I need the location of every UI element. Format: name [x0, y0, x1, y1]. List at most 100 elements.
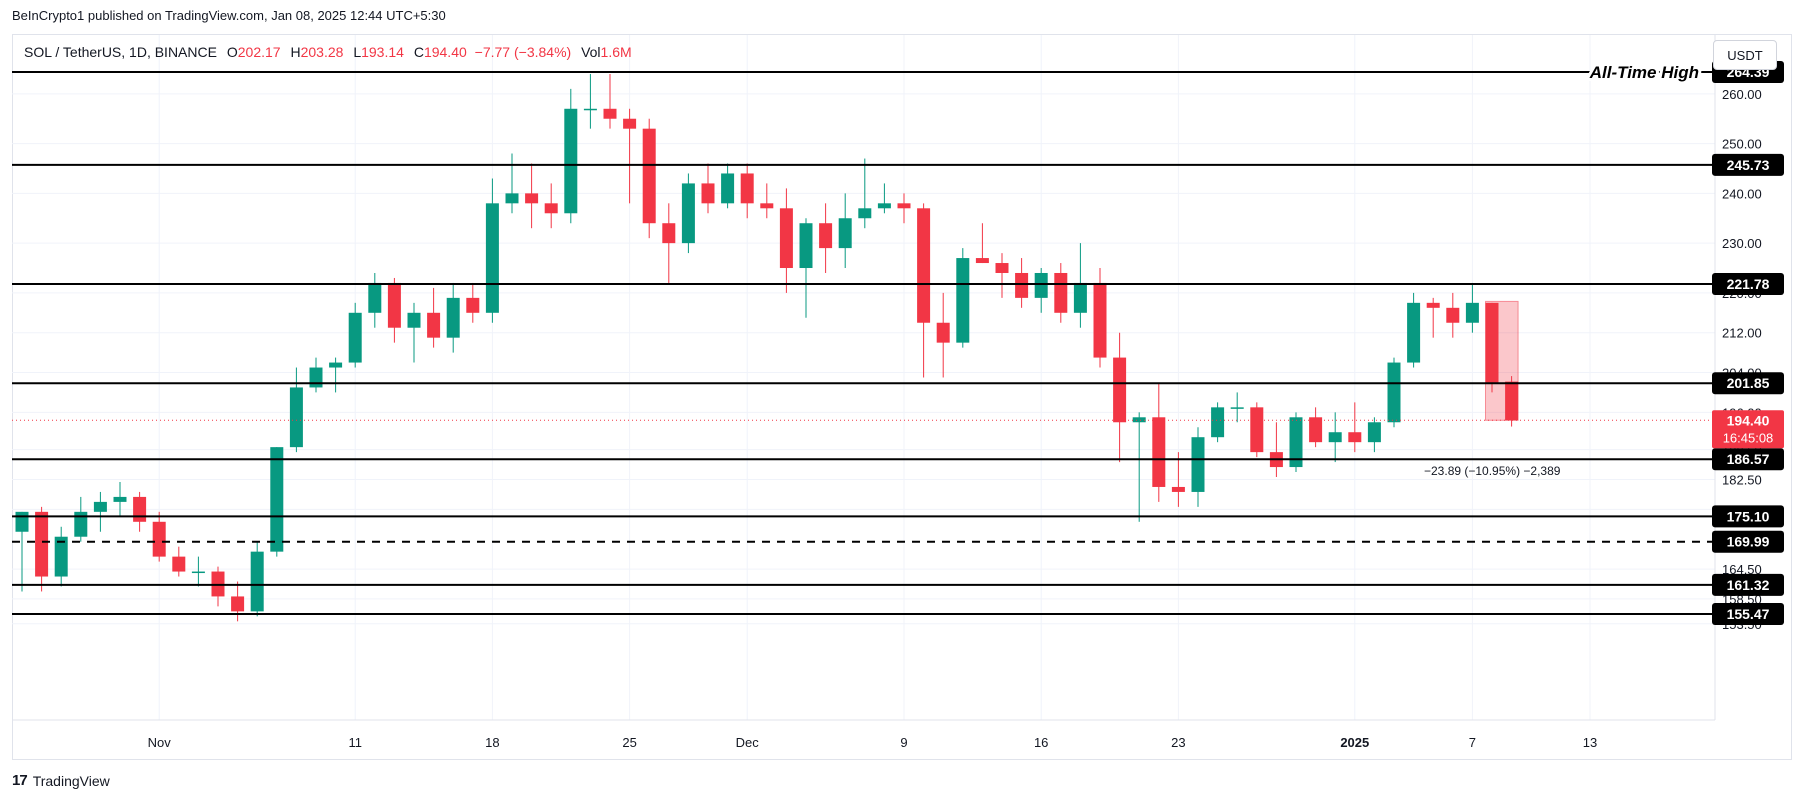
candle	[466, 282, 480, 323]
candle	[93, 491, 107, 532]
level-tag-text: 245.73	[1727, 157, 1770, 173]
candle-body	[1367, 422, 1381, 443]
candle	[819, 203, 833, 273]
candle	[1230, 392, 1244, 423]
candle	[113, 481, 127, 517]
candle	[1171, 452, 1185, 507]
x-tick-label: Dec	[736, 735, 760, 750]
high-key: H	[290, 44, 301, 60]
ohlc-legend: SOL / TetherUS, 1D, BINANCE O202.17 H203…	[24, 44, 632, 60]
candle	[74, 496, 88, 542]
candle-body	[485, 203, 499, 313]
measure-box	[1485, 300, 1519, 421]
candle	[936, 292, 950, 378]
candle	[1015, 258, 1029, 308]
candle	[54, 526, 68, 587]
candle-body	[466, 297, 480, 313]
volume-value: 1.6M	[600, 44, 632, 60]
candle	[231, 581, 245, 622]
level-tag-text: 175.10	[1727, 508, 1770, 524]
candle-body	[1230, 407, 1244, 409]
high-value: 203.28	[300, 44, 344, 60]
candle-body	[1073, 282, 1087, 313]
candle-body	[1015, 272, 1029, 298]
currency-button[interactable]: USDT	[1713, 40, 1777, 70]
candle	[427, 287, 441, 348]
candle	[1505, 376, 1519, 427]
x-tick-label: Nov	[148, 735, 172, 750]
candle	[289, 367, 303, 453]
candle-body	[250, 551, 264, 612]
candle-body	[54, 536, 68, 577]
candle-body	[1054, 272, 1068, 313]
candle	[877, 183, 891, 214]
candle	[1289, 412, 1303, 473]
footer-brand[interactable]: 17 TradingView	[12, 772, 110, 789]
x-tick-label: 16	[1034, 735, 1048, 750]
candle-body	[681, 183, 695, 244]
candle-body	[1289, 417, 1303, 468]
candle-body	[152, 521, 166, 557]
level-price-tag: 175.10	[1712, 505, 1784, 528]
candle-body	[191, 571, 205, 574]
candle	[740, 163, 754, 219]
candle	[329, 357, 343, 393]
candle-body	[368, 282, 382, 313]
level-price-tag: 186.57	[1712, 448, 1784, 471]
x-tick-label: 13	[1583, 735, 1597, 750]
current-price-text: 194.40	[1727, 412, 1770, 428]
candle	[897, 193, 911, 224]
level-tag-text: 221.78	[1727, 276, 1770, 292]
candle	[152, 511, 166, 562]
candle	[1407, 292, 1421, 368]
candle-body	[623, 118, 637, 129]
candle	[35, 506, 49, 592]
level-tag-bg	[1712, 573, 1784, 596]
candle	[505, 153, 519, 214]
candle	[779, 188, 793, 293]
brand-name: TradingView	[32, 772, 110, 789]
candle	[1250, 402, 1264, 458]
candle-body	[348, 312, 362, 363]
candle	[1191, 427, 1205, 507]
candle	[1152, 382, 1166, 502]
candlestick-chart[interactable]: 260.00250.00240.00230.00220.00212.00204.…	[0, 0, 1804, 763]
publisher-line: BeInCrypto1 published on TradingView.com…	[12, 8, 446, 23]
candle-body	[917, 208, 931, 323]
symbol-label[interactable]: SOL / TetherUS, 1D, BINANCE	[24, 44, 217, 60]
candle-body	[779, 208, 793, 269]
candle	[623, 108, 637, 204]
candle-body	[133, 496, 147, 522]
candle	[1328, 412, 1342, 463]
measure-label: −23.89 (−10.95%) −2,389	[1424, 464, 1561, 478]
candle-body	[1328, 432, 1342, 443]
candle	[701, 163, 715, 214]
open-value: 202.17	[237, 44, 281, 60]
x-tick-label: 9	[900, 735, 907, 750]
level-tag-bg	[1712, 448, 1784, 471]
candle	[838, 193, 852, 269]
candle	[1034, 268, 1048, 313]
current-price-bg	[1712, 410, 1784, 449]
candle-body	[1034, 272, 1048, 298]
y-tick-label: 250.00	[1722, 137, 1762, 152]
candle	[1054, 263, 1068, 323]
candle-body	[1211, 407, 1225, 438]
candle-body	[505, 193, 519, 204]
candle-body	[1171, 486, 1185, 492]
candle	[995, 253, 1009, 298]
candle-body	[309, 367, 323, 388]
y-tick-label: 230.00	[1722, 236, 1762, 251]
candle-body	[819, 223, 833, 249]
x-tick-label: 2025	[1340, 735, 1369, 750]
level-tag-text: 155.47	[1727, 606, 1770, 622]
candle-body	[93, 501, 107, 512]
y-tick-label: 260.00	[1722, 87, 1762, 102]
level-tag-text: 169.99	[1727, 534, 1770, 550]
candle	[917, 203, 931, 378]
candle	[270, 447, 284, 557]
candle-body	[525, 193, 539, 204]
candle	[348, 302, 362, 368]
level-tag-text: 186.57	[1727, 451, 1770, 467]
candle-body	[1485, 302, 1499, 383]
